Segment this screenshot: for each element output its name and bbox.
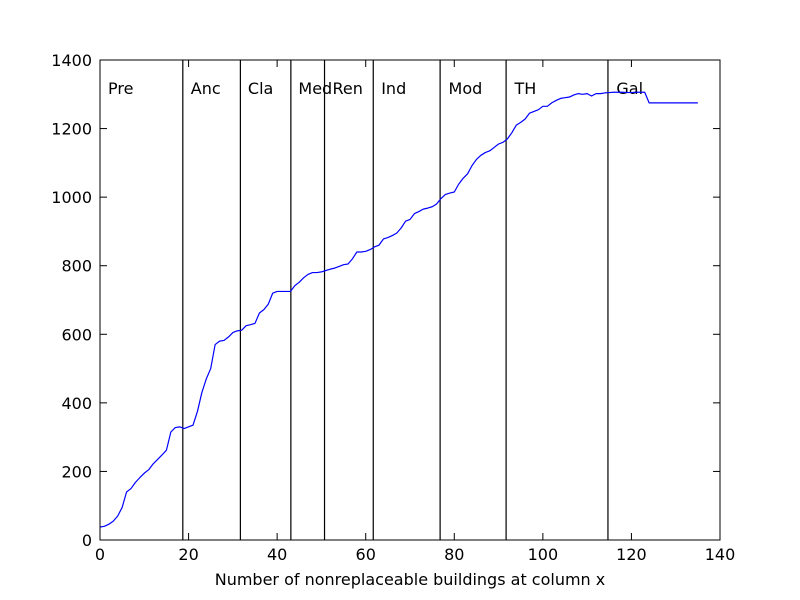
era-label-cla: Cla <box>248 79 273 98</box>
x-tick-label: 100 <box>528 545 559 564</box>
y-tick-label: 200 <box>61 462 92 481</box>
y-tick-label: 1000 <box>51 188 92 207</box>
era-divider-lines <box>182 60 609 540</box>
x-axis-ticks: 0 20 40 60 80 100 120 140 <box>95 60 735 564</box>
x-tick-label: 0 <box>95 545 105 564</box>
series-layer <box>99 91 698 528</box>
era-label-mod: Mod <box>449 79 483 98</box>
era-label-med: Med <box>298 79 332 98</box>
x-axis-label: Number of nonreplaceable buildings at co… <box>215 570 606 589</box>
y-tick-label: 1400 <box>51 51 92 70</box>
x-tick-label: 40 <box>267 545 287 564</box>
y-tick-label: 0 <box>82 531 92 550</box>
era-label-anc: Anc <box>191 79 221 98</box>
era-label-th: TH <box>514 79 537 98</box>
y-axis-ticks: 0 200 400 600 800 1000 1200 1400 <box>51 51 720 550</box>
series-line-0 <box>99 91 698 528</box>
y-tick-label: 800 <box>61 257 92 276</box>
y-tick-label: 1200 <box>51 120 92 139</box>
plot-frame <box>99 59 721 541</box>
era-label-pre: Pre <box>108 79 133 98</box>
x-tick-label: 60 <box>356 545 376 564</box>
y-tick-label: 400 <box>61 394 92 413</box>
x-tick-label: 80 <box>444 545 464 564</box>
era-label-ren: Ren <box>333 79 363 98</box>
x-tick-label: 140 <box>705 545 736 564</box>
era-labels: Pre Anc Cla Med Ren Ind Mod TH Gal <box>108 79 643 98</box>
y-tick-label: 600 <box>61 325 92 344</box>
era-label-ind: Ind <box>381 79 406 98</box>
x-tick-label: 120 <box>616 545 647 564</box>
era-label-gal: Gal <box>616 79 643 98</box>
x-tick-label: 20 <box>178 545 198 564</box>
